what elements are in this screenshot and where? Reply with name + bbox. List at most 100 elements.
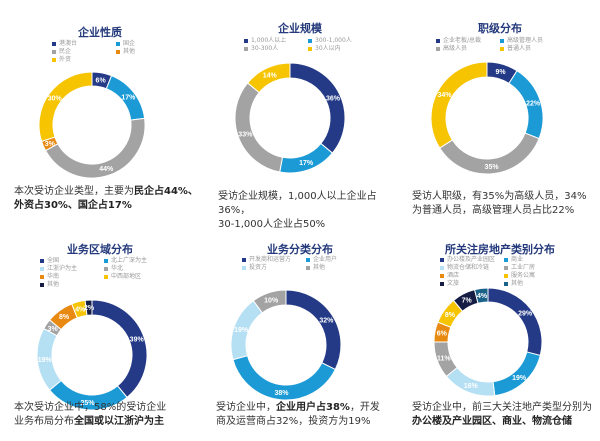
legend-item: 商业	[504, 256, 568, 264]
donut-chart: 29% 19% 16% 11% 6% 8% 7% 4%	[433, 287, 543, 397]
legend-item: 北上广深为主	[104, 257, 168, 265]
donut-slice	[473, 287, 489, 304]
data-label: 2%	[84, 305, 95, 312]
legend-swatch	[436, 38, 440, 43]
chart-title: 企业规模	[278, 22, 322, 35]
legend-swatch	[40, 266, 44, 271]
legend-label: 物流仓储和冷链	[447, 264, 490, 271]
data-label: 6%	[96, 77, 107, 84]
donut-slice	[492, 351, 541, 397]
legend-item: 高级管理人员	[500, 37, 564, 45]
legend-item: 民企	[52, 48, 116, 56]
legend-swatch	[436, 46, 440, 51]
data-label: 38%	[274, 390, 289, 397]
donut-chart: 39% 25% 19% 3%8% 4%2%	[36, 299, 148, 411]
donut-slice	[44, 117, 146, 179]
description-text: 业务布局分布	[14, 416, 74, 427]
data-label: 19%	[512, 375, 527, 382]
description-line: 办公楼及产业园区、商业、物流仓储	[412, 415, 600, 429]
legend-label: 其他	[511, 280, 524, 287]
data-label: 16%	[464, 383, 479, 390]
data-label: 6%	[437, 331, 448, 338]
chart-description: 受访企业中，前三大关注地产类型分别为 办公楼及产业园区、商业、物流仓储	[412, 401, 600, 429]
chart-panel: 职级分布 企业老板/总裁 高级管理人员 高级人员 普通人员 9% 22% 35% 34% 受访人职…	[400, 0, 600, 220]
chart-panel: 所关注房地产类别分布 办公楼及产业园区 商业 物流仓储和冷链 工业厂房 酒店 服务公寓 文旅 其…	[400, 225, 600, 441]
description-text: 受访企业中，	[216, 402, 276, 413]
data-label: 34%	[437, 92, 452, 99]
legend-label: 300-1,000人	[315, 37, 352, 44]
description-line: 本次受访企业中，58%的受访企业	[14, 401, 204, 415]
legend-swatch	[306, 265, 310, 270]
data-label: 33%	[238, 132, 253, 139]
legend-swatch	[306, 257, 310, 262]
legend: 开发商和运营方 企业用户 投资方 其他	[242, 256, 370, 272]
highlight-text: 办公楼及产业园区、商业、物流仓储	[412, 416, 572, 427]
donut-chart: 36% 17% 33% 14%	[234, 62, 346, 174]
legend-label: 30人以内	[315, 45, 341, 52]
description-text: 受访企业规模，1,000人以上企业占36%，	[218, 191, 377, 216]
legend-swatch	[242, 257, 246, 262]
legend-label: 其他	[313, 264, 326, 271]
description-line: 受访企业中，前三大关注地产类型分别为	[412, 401, 600, 415]
description-line: 30-1,000人企业占50%	[218, 218, 408, 232]
highlight-text: 企业用户占38%	[276, 402, 350, 413]
legend-item: 其他	[40, 281, 104, 289]
legend-item: 普通人员	[500, 45, 564, 53]
chart-title: 职级分布	[478, 22, 522, 35]
legend-item: 300-1,000人	[308, 37, 372, 45]
legend: 全国 北上广深为主 江浙沪为主 华北 华南 中西部地区 其他	[40, 257, 168, 289]
legend: 港澳台 国企民企 其他外资	[52, 40, 180, 64]
data-label: 9%	[495, 69, 506, 76]
legend-item: 开发商和运营方	[242, 256, 306, 264]
legend-label: 服务公寓	[511, 272, 536, 279]
legend-item: 企业老板/总裁	[436, 37, 500, 45]
legend-swatch	[40, 282, 44, 287]
legend-swatch	[504, 257, 508, 262]
donut-slice	[246, 62, 291, 94]
description-text: 30-1,000人企业占50%	[218, 219, 326, 230]
legend-item: 30人以内	[308, 45, 372, 53]
legend-item: 办公楼及产业园区	[440, 256, 504, 264]
donut-slice	[289, 62, 346, 154]
legend-item: 其他	[116, 48, 180, 56]
legend-item: 30-300人	[244, 45, 308, 53]
legend-label: 企业老板/总裁	[443, 37, 482, 44]
chart-description: 本次受访企业中，58%的受访企业 业务布局分布全国或以江浙沪为主	[14, 401, 204, 429]
legend-swatch	[52, 57, 56, 62]
data-label: 4%	[477, 293, 488, 300]
legend-swatch	[244, 46, 248, 51]
legend-label: 国企	[123, 40, 136, 47]
legend-swatch	[242, 265, 246, 270]
legend-label: 酒店	[447, 272, 460, 279]
description-line: 受访企业规模，1,000人以上企业占36%，	[218, 190, 408, 218]
data-label: 32%	[319, 317, 334, 324]
legend-swatch	[500, 46, 504, 51]
legend: 企业老板/总裁 高级管理人员高级人员 普通人员	[436, 37, 564, 53]
data-label: 35%	[485, 164, 500, 171]
chart-panel: 企业性质 港澳台 国企 民企 其他 外资 6% 17% 44% 3% 30% 本次受访企业类型，主要为…	[0, 0, 200, 220]
legend-item: 华北	[104, 265, 168, 273]
data-label: 10%	[264, 297, 279, 304]
donut-slice	[487, 287, 543, 357]
legend-item: 工业厂房	[504, 264, 568, 272]
legend-label: 民企	[59, 48, 72, 55]
description-text: 为普通人员，高级管理人员占比22%	[412, 205, 575, 216]
legend-label: 高级人员	[443, 45, 468, 52]
legend-item: 港澳台	[52, 40, 116, 48]
donut-chart: 32% 38% 19% 10%	[230, 289, 342, 401]
chart-panel: 业务分类分布 开发商和运营方 企业用户 投资方 其他 32% 38% 19% 10% 受访企业中，…	[200, 225, 400, 441]
legend-label: 港澳台	[59, 40, 78, 47]
donut-chart: 6% 17% 44% 3% 30%	[38, 71, 146, 179]
legend-label: 外资	[59, 56, 72, 63]
legend-swatch	[40, 274, 44, 279]
legend-swatch	[52, 49, 56, 54]
legend-label: 全国	[47, 257, 60, 264]
legend-label: 文旅	[447, 280, 460, 287]
donut-slice	[38, 71, 93, 143]
data-label: 36%	[326, 95, 341, 102]
legend: 办公楼及产业园区 商业物流仓储和冷链 工业厂房酒店 服务公寓文旅 其他	[440, 256, 568, 288]
donut-slice	[84, 299, 93, 316]
legend-swatch	[440, 257, 444, 262]
legend-swatch	[116, 41, 120, 46]
